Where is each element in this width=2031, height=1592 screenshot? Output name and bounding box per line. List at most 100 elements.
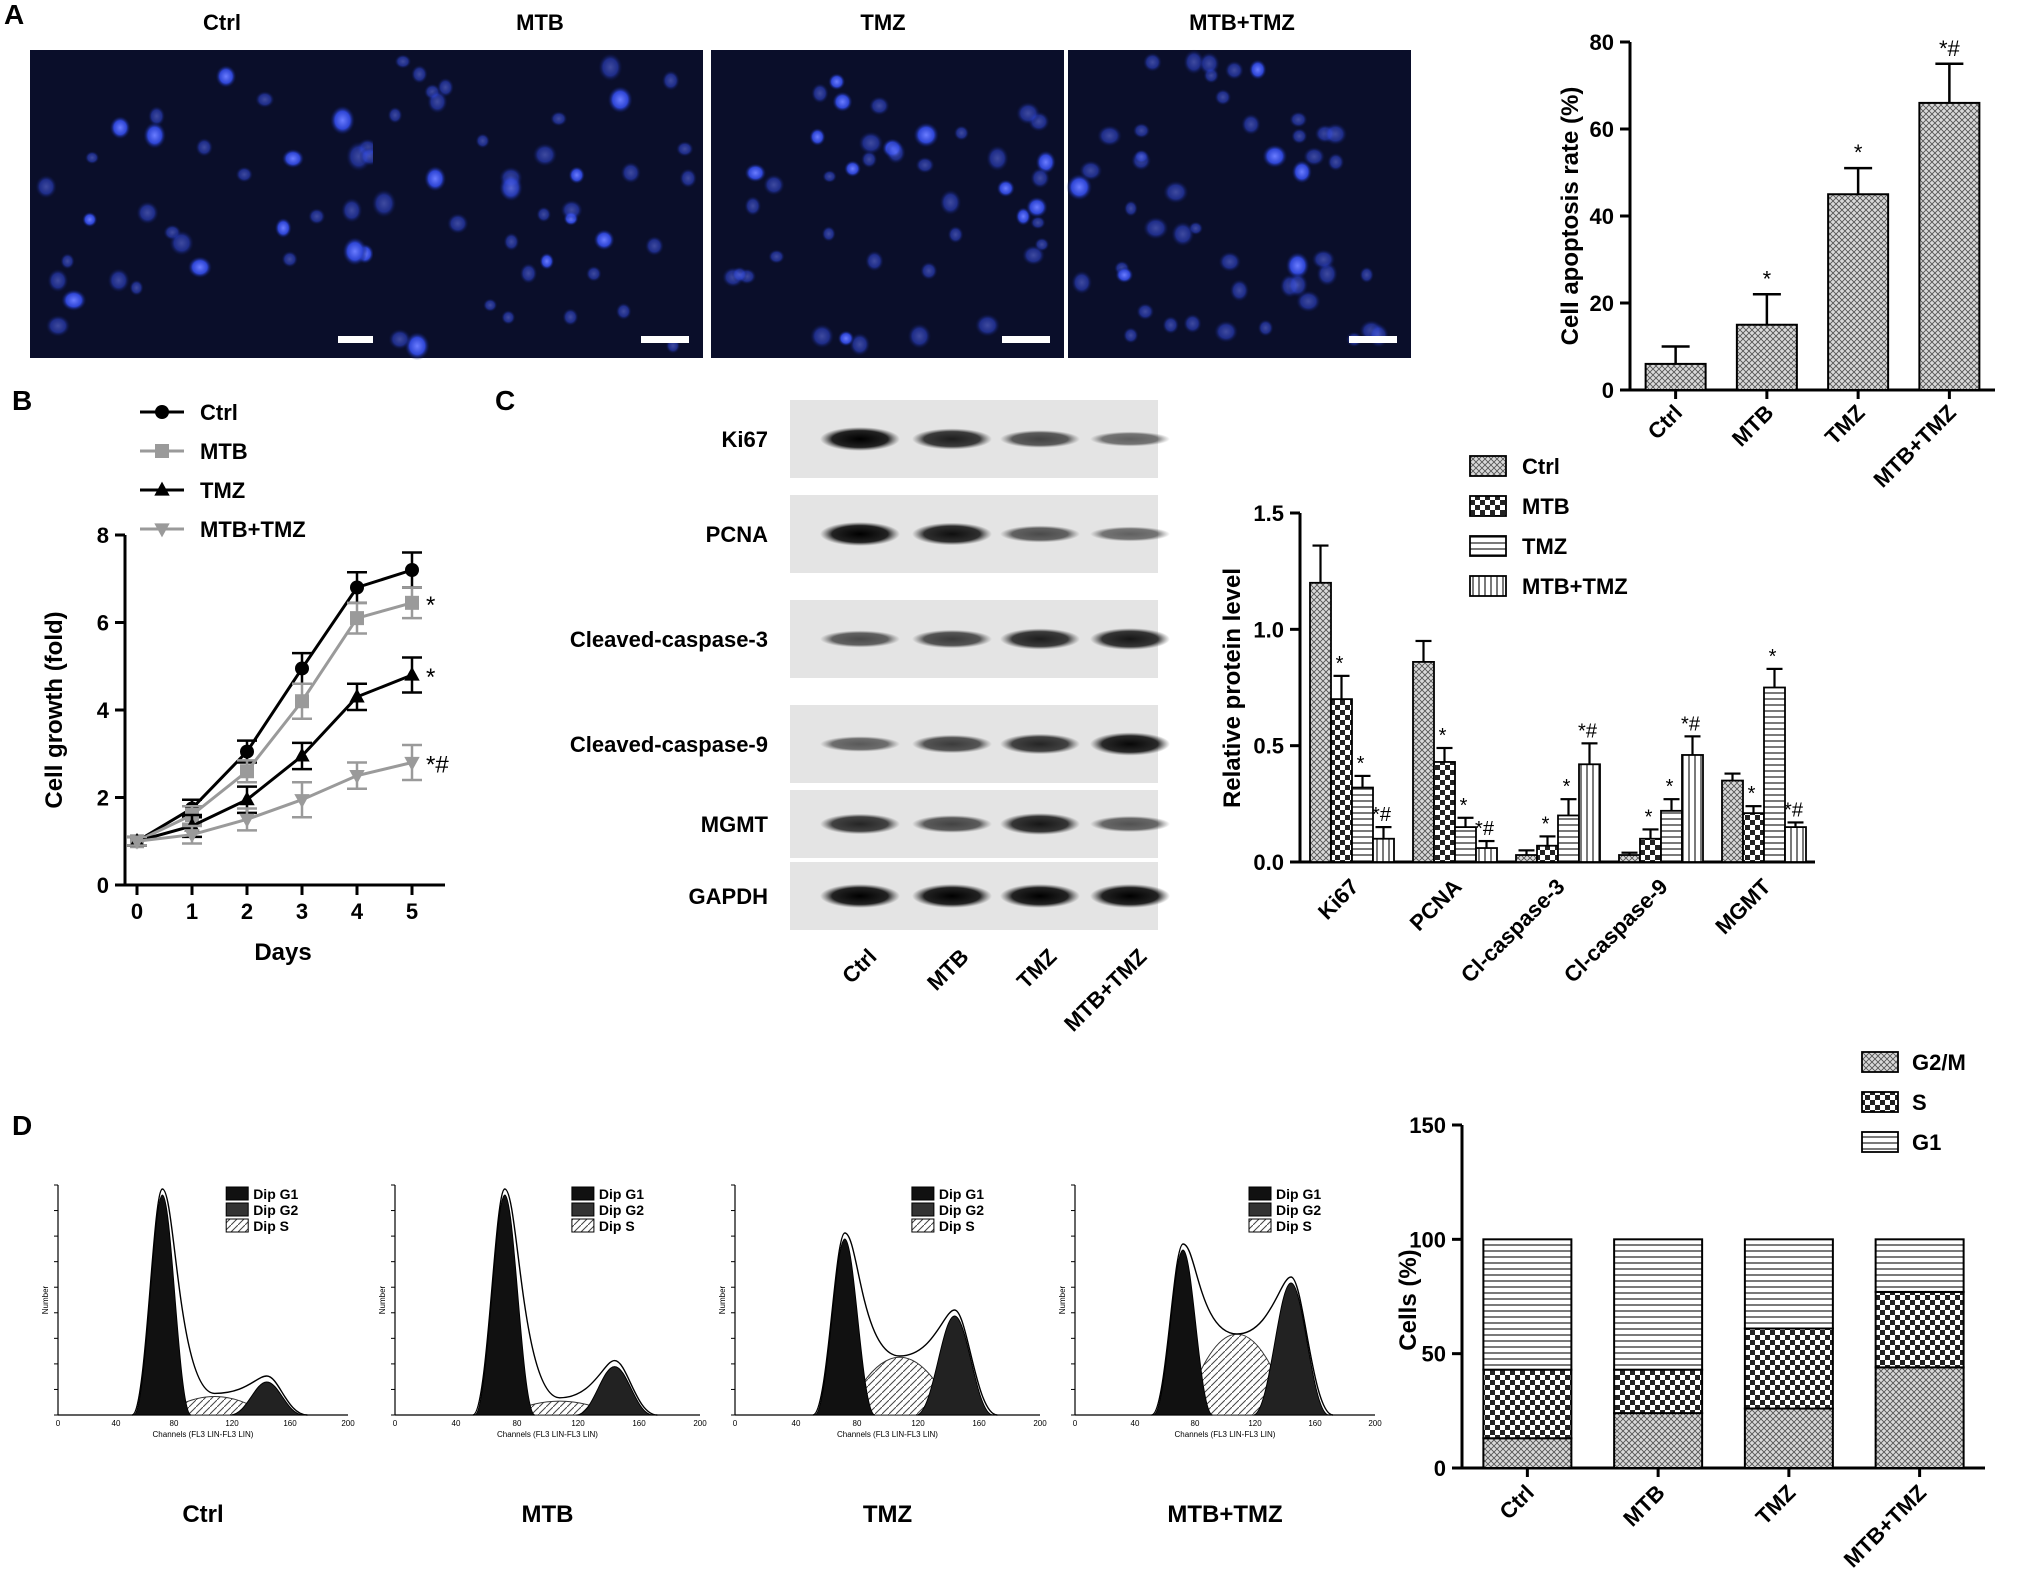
histogram-x-tick-label: 120 [225,1419,239,1428]
nucleus [865,250,884,272]
histogram-legend-label: Dip S [253,1218,289,1234]
blot-band [1000,430,1080,448]
nucleus [1327,152,1345,172]
panel-label-b: B [12,385,32,416]
fluorescence-image-0 [30,50,400,358]
histogram-x-label: Channels (FL3 LIN-FL3 LIN) [153,1430,254,1439]
nucleus [255,91,275,108]
significance-mark: *# [1939,36,1961,61]
histogram-x-tick-label: 200 [693,1419,707,1428]
nucleus [519,263,538,284]
blot-band [1090,628,1170,650]
x-tick-label: MTB [1727,400,1778,451]
cell-cycle-chart: 0 50 100 150 Cells (%) Ctrl MTB TMZ MTB+TMZ G2/M S… [1395,1050,1985,1572]
legend-label: MTB [1522,494,1570,519]
histogram-group-label: TMZ [863,1501,912,1528]
histogram-g2-peak [230,1381,304,1416]
blot-band [820,884,900,908]
nucleus [568,166,585,184]
blot-band [1000,884,1080,908]
histogram-x-tick-label: 0 [1073,1419,1078,1428]
nucleus [1171,221,1195,247]
bar [1536,844,1559,863]
protein-label: GAPDH [689,884,768,909]
nucleus [1359,266,1374,284]
nucleus [1133,149,1150,164]
significance-mark: * [1563,776,1571,798]
stacked-bar-segment [1613,1238,1704,1371]
y-tick-label: 6 [97,611,109,636]
x-tick-label: TMZ [1751,1480,1801,1530]
nucleus [342,237,368,266]
nucleus [427,89,448,114]
histogram-x-tick-label: 80 [1191,1419,1200,1428]
significance-mark: * [1357,753,1365,775]
nucleus [1213,320,1239,343]
bar [1475,847,1498,863]
nucleus [147,105,166,127]
protein-label: Cleaved-caspase-3 [570,627,768,652]
nucleus [821,225,836,242]
nucleus [61,289,87,312]
western-blot: Ki67 PCNA Cleaved-caspase-3 Cleaved-caspase… [570,400,1170,1036]
legend-label: G1 [1912,1130,1941,1155]
blot-band [820,427,900,451]
nucleus [763,174,785,196]
nucleus [169,230,194,256]
nucleus [195,137,214,157]
nucleus [1224,60,1244,80]
nucleus [129,279,144,296]
histogram-legend-label: Dip G2 [1276,1202,1321,1218]
nucleus [744,195,762,216]
significance-mark: * [1666,776,1674,798]
histogram-x-tick-label: 0 [56,1419,61,1428]
panel-label-d: D [12,1110,32,1141]
data-point [404,756,420,771]
bar [1918,101,1981,392]
nucleus [187,256,213,279]
nucleus [215,65,237,88]
histogram-group-label: Ctrl [182,1501,223,1528]
histogram-x-tick-label: 160 [972,1419,986,1428]
legend-label: G2/M [1912,1050,1966,1075]
x-tick-label: 1 [186,899,198,924]
nucleus [1183,313,1202,334]
bar [1515,854,1538,863]
histogram-legend-swatch [571,1202,595,1217]
data-point [349,688,365,703]
nucleus [109,116,131,140]
blot-band [912,734,992,754]
nucleus [947,225,964,244]
data-point [240,744,254,759]
histogram-y-label: Number [378,1285,387,1314]
bar [1735,323,1798,391]
nucleus [1287,272,1309,298]
nucleus [1183,49,1205,75]
nucleus [143,121,167,149]
blot-band [1090,526,1170,542]
legend-swatch [1469,535,1507,557]
blot-band [912,815,992,833]
histogram-x-tick-label: 0 [733,1419,738,1428]
nucleus [341,197,363,223]
bar [1763,686,1786,863]
data-point [154,481,170,496]
data-point [294,747,310,762]
nucleus [1214,88,1232,106]
data-point [405,595,419,610]
image-title-mtb: MTB [516,10,564,35]
data-point [295,694,309,709]
blot-band [912,629,992,649]
protein-label: MGMT [701,812,769,837]
y-tick-label: 0.0 [1253,850,1284,875]
legend-label: MTB [200,439,248,464]
protein-level-chart: 0.0 0.5 1.0 1.5 Relative protein level * * *# Ki… [1219,454,1815,988]
significance-mark: * [1542,813,1550,835]
bar [1618,854,1641,863]
histogram-x-tick-label: 80 [853,1419,862,1428]
nucleus [84,151,100,165]
nucleus [274,217,292,239]
histogram-x-tick-label: 120 [911,1419,925,1428]
histogram-x-tick-label: 80 [513,1419,522,1428]
nucleus [885,140,906,165]
